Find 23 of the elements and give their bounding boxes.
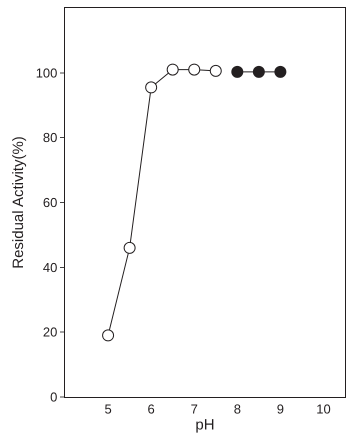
point — [145, 81, 158, 94]
point — [102, 329, 114, 342]
y-tick-label: 0 — [50, 390, 58, 405]
y-tick-label: 40 — [42, 260, 58, 275]
y-tick-label: 60 — [42, 195, 58, 210]
x-axis-title: pH — [195, 416, 215, 434]
point — [274, 66, 286, 78]
y-tick-label: 20 — [42, 324, 58, 340]
x-tick-label: 8 — [234, 402, 241, 417]
x-tick-label: 6 — [148, 402, 155, 417]
y-tick-label: 100 — [36, 65, 58, 80]
point — [231, 66, 244, 78]
x-tick-label: 10 — [316, 402, 331, 417]
y-axis-title: Residual Activity(%) — [10, 136, 27, 269]
point — [210, 64, 222, 77]
point — [188, 64, 200, 76]
point — [166, 64, 179, 76]
point — [252, 66, 265, 78]
x-tick-label: 9 — [276, 402, 284, 417]
x-tick-label: 5 — [104, 402, 112, 417]
y-tick-label: 80 — [42, 130, 58, 146]
x-tick-label: 7 — [190, 402, 198, 417]
point — [124, 242, 136, 254]
